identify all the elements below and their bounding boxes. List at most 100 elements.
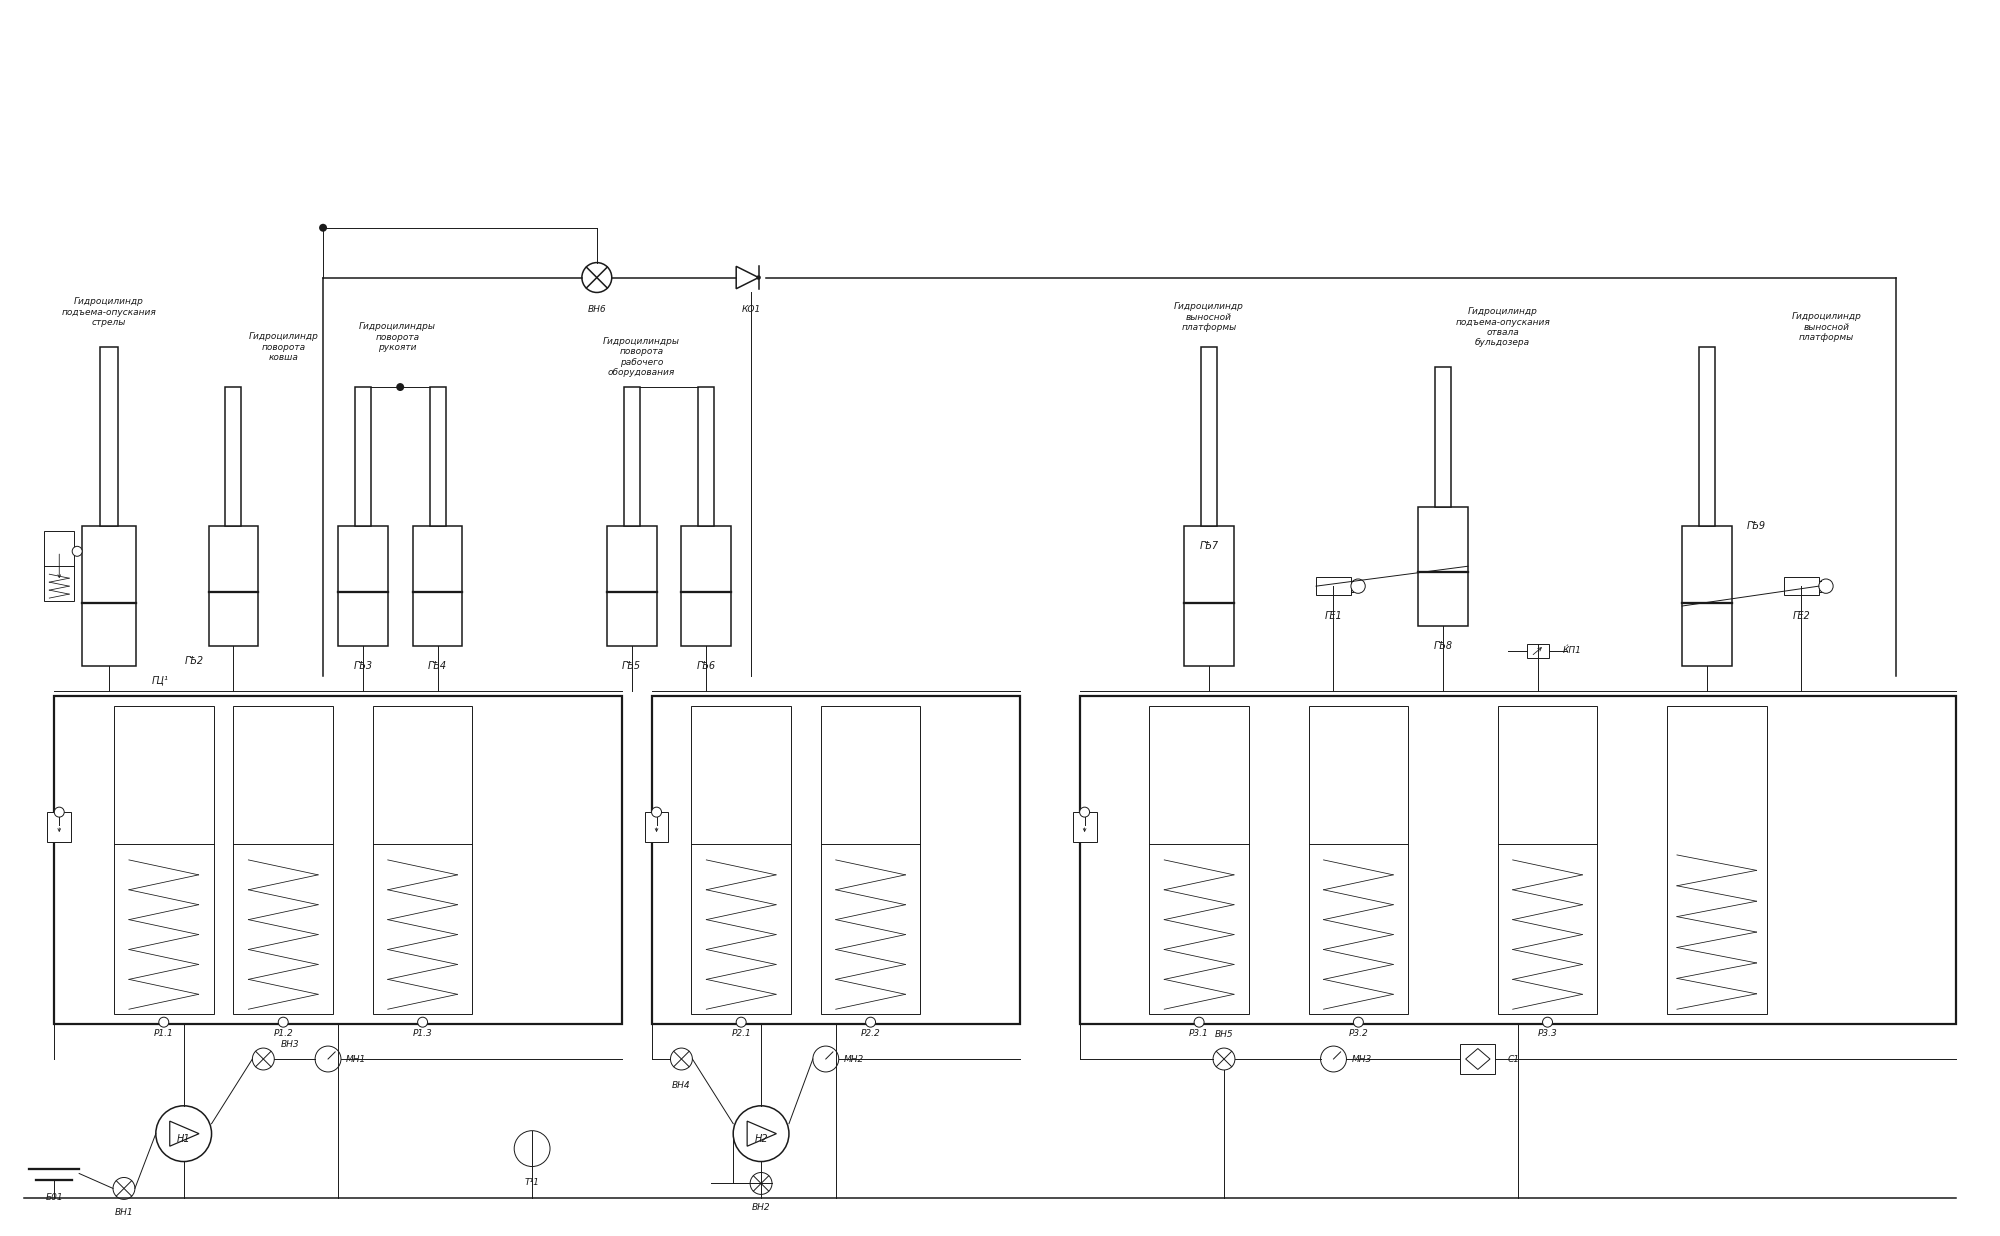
Text: ГѢ7: ГѢ7 [1200,541,1218,551]
Bar [372,706,472,1015]
Text: МН1: МН1 [346,1054,366,1063]
Circle shape [1818,578,1834,593]
Circle shape [278,1017,288,1027]
Bar [412,527,462,646]
Bar [54,696,622,1025]
Polygon shape [748,1121,776,1146]
Bar [624,387,640,527]
Bar [1436,367,1450,507]
Text: Гидроцилиндры
поворота
рукояти: Гидроцилиндры поворота рукояти [360,323,436,352]
Text: Гидроцилиндр
поворота
ковша: Гидроцилиндр поворота ковша [248,332,318,362]
Text: Р3.3: Р3.3 [1538,1030,1558,1038]
Text: Гидроцилиндр
выносной
платформы: Гидроцилиндр выносной платформы [1792,313,1862,342]
Circle shape [670,1048,692,1070]
Bar [1184,527,1234,666]
Circle shape [158,1017,168,1027]
Circle shape [582,262,612,293]
Polygon shape [1466,1048,1490,1069]
Circle shape [316,1046,340,1072]
Text: ГѢ5: ГѢ5 [622,661,642,671]
Bar [644,812,668,842]
Bar [1526,644,1548,658]
Circle shape [750,1173,772,1194]
Circle shape [866,1017,876,1027]
Text: Н1: Н1 [176,1133,190,1143]
Circle shape [1542,1017,1552,1027]
Bar [114,706,214,1015]
Text: Гидроцилиндр
выносной
платформы: Гидроцилиндр выносной платформы [1174,303,1244,332]
Circle shape [1214,1048,1234,1070]
Polygon shape [170,1121,200,1146]
Circle shape [320,224,328,231]
Bar [1698,347,1714,527]
Text: ГѢ3: ГѢ3 [354,661,372,671]
Bar [44,531,74,601]
Text: ГѢ2: ГѢ2 [184,656,204,666]
Bar [1460,1044,1496,1074]
Bar [820,706,920,1015]
Text: МН3: МН3 [1352,1054,1372,1063]
Text: Гидроцилиндры
поворота
рабочего
оборудования: Гидроцилиндры поворота рабочего оборудов… [604,337,680,377]
Text: Р3.2: Р3.2 [1348,1030,1368,1038]
Bar [1308,706,1408,1015]
Circle shape [396,383,404,391]
Text: КО1: КО1 [742,305,760,314]
Text: ГѢ9: ГѢ9 [1746,522,1766,531]
Bar [1202,347,1218,527]
Bar [1316,577,1350,595]
Text: Н2: Н2 [754,1133,768,1143]
Circle shape [1320,1046,1346,1072]
Bar [1784,577,1818,595]
Bar [1080,696,1956,1025]
Text: Б01: Б01 [46,1194,64,1203]
Circle shape [156,1106,212,1162]
Circle shape [1080,807,1090,817]
Circle shape [736,1017,746,1027]
Text: ГЕ1: ГЕ1 [1324,611,1342,620]
Text: Р1.1: Р1.1 [154,1030,174,1038]
Circle shape [1350,578,1366,593]
Circle shape [734,1106,788,1162]
Circle shape [652,807,662,817]
Bar [1498,706,1598,1015]
Text: ВН3: ВН3 [282,1039,300,1049]
Bar [682,527,732,646]
Text: Гидроцилиндр
подъема-опускания
отвала
бульдозера: Гидроцилиндр подъема-опускания отвала бу… [1456,308,1550,347]
Circle shape [418,1017,428,1027]
Text: Р2.2: Р2.2 [860,1030,880,1038]
Text: Р3.1: Р3.1 [1190,1030,1208,1038]
Circle shape [114,1178,134,1199]
Bar [652,696,1020,1025]
Bar [1072,812,1096,842]
Text: ГЦ¹: ГЦ¹ [152,676,168,686]
Bar [1418,507,1468,625]
Text: Гидроцилиндр
подъема-опускания
стрелы: Гидроцилиндр подъема-опускания стрелы [62,298,156,328]
Circle shape [812,1046,838,1072]
Circle shape [72,546,82,556]
Bar [226,387,242,527]
Text: ГѢ4: ГѢ4 [428,661,448,671]
Bar [82,527,136,666]
Bar [100,347,118,527]
Text: С1: С1 [1508,1054,1520,1063]
Text: ВН5: ВН5 [1214,1030,1234,1039]
Circle shape [54,807,64,817]
Bar [1150,706,1248,1015]
Text: Р1.2: Р1.2 [274,1030,294,1038]
Bar [234,706,334,1015]
Circle shape [514,1131,550,1167]
Text: ВН6: ВН6 [588,305,606,314]
Bar [606,527,656,646]
Text: ВН2: ВН2 [752,1204,770,1213]
Bar [208,527,258,646]
Text: ВН4: ВН4 [672,1082,690,1090]
Polygon shape [736,266,758,289]
Bar [338,527,388,646]
Circle shape [252,1048,274,1070]
Bar [48,812,72,842]
Bar [430,387,446,527]
Bar [1682,527,1732,666]
Text: Р2.1: Р2.1 [732,1030,752,1038]
Circle shape [1354,1017,1364,1027]
Bar [698,387,714,527]
